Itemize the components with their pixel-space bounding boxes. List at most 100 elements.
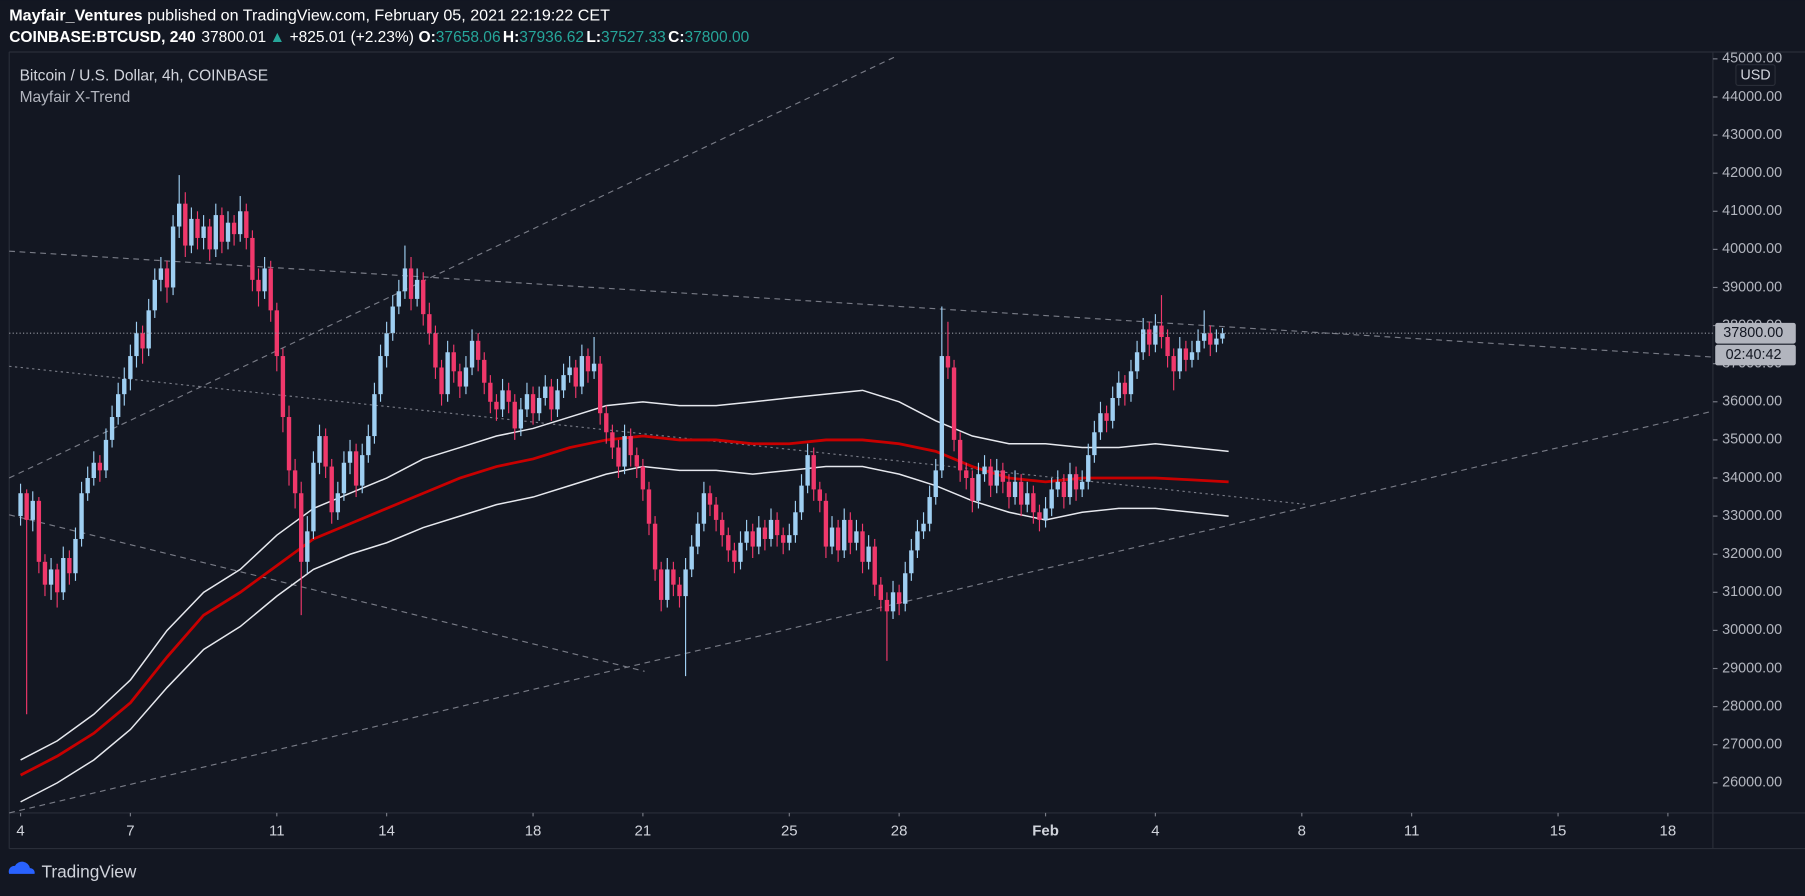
- trend-line: [8, 54, 899, 479]
- candle-body: [781, 535, 786, 543]
- x-tick-label: 28: [891, 822, 908, 839]
- candle-body: [18, 493, 23, 517]
- candle-body: [1031, 493, 1036, 513]
- candle-body: [305, 531, 310, 562]
- candle-body: [42, 561, 48, 585]
- candle-body: [256, 279, 261, 292]
- x-tick-label: 18: [525, 822, 542, 839]
- candle-body: [921, 523, 926, 532]
- candle-body: [177, 203, 182, 227]
- candle-body: [1153, 325, 1158, 345]
- candle-body: [854, 531, 859, 543]
- y-tick-label: 29000.00: [1722, 660, 1782, 676]
- candle-body: [543, 386, 548, 398]
- candle-body: [750, 531, 755, 547]
- candle-body: [817, 489, 823, 501]
- candle-body: [530, 394, 536, 414]
- x-trend-band: [20, 389, 1229, 761]
- candle-body: [878, 584, 884, 600]
- candle-body: [335, 493, 341, 513]
- candle-body: [231, 222, 237, 235]
- y-tick-label: 27000.00: [1722, 737, 1782, 753]
- high-value: 37936.62: [519, 29, 584, 46]
- candle-body: [469, 340, 475, 368]
- candle-body: [1025, 493, 1030, 505]
- y-tick-label: 40000.00: [1722, 241, 1782, 257]
- candle-body: [561, 375, 566, 391]
- currency-box: [1735, 64, 1776, 86]
- candle-body: [213, 215, 218, 250]
- candle-body: [67, 558, 72, 574]
- candle-body: [1012, 481, 1018, 498]
- candle-body: [604, 413, 609, 433]
- candle-body: [1189, 352, 1195, 360]
- x-tick-label: 18: [1660, 822, 1677, 839]
- x-tick-label: 4: [16, 822, 24, 839]
- candle-body: [24, 493, 29, 520]
- candle-body: [146, 310, 151, 349]
- up-arrow: ▲: [270, 29, 285, 46]
- candle-body: [250, 237, 255, 280]
- candle-body: [1067, 474, 1073, 498]
- trend-line: [9, 250, 1713, 358]
- high-label: H:: [503, 29, 519, 46]
- candle-body: [848, 519, 853, 543]
- candle-body: [238, 211, 243, 235]
- candle-body: [164, 268, 170, 288]
- candle-body: [244, 211, 249, 238]
- candle-body: [939, 356, 945, 471]
- candle-body: [536, 397, 542, 414]
- candle-body: [1165, 337, 1170, 357]
- x-tick-label: 7: [126, 822, 134, 839]
- candle-body: [976, 474, 981, 501]
- candle-body: [103, 439, 109, 471]
- candle-body: [744, 531, 749, 543]
- candle-body: [274, 310, 279, 357]
- candle-body: [1128, 371, 1134, 395]
- candle-body: [872, 546, 877, 585]
- candle-body: [591, 363, 597, 372]
- candle-body: [1116, 382, 1121, 398]
- x-tick-label: 8: [1298, 822, 1306, 839]
- brand: TradingView: [41, 861, 136, 881]
- candle-body: [1086, 455, 1091, 482]
- candle-body: [896, 592, 902, 604]
- candle-body: [823, 500, 829, 547]
- candle-body: [842, 519, 847, 551]
- publisher: Mayfair_Ventures: [9, 7, 142, 25]
- candle-body: [1098, 413, 1103, 433]
- candle-body: [317, 436, 322, 463]
- y-tick-label: 28000.00: [1722, 698, 1782, 714]
- price-label: 37800.00: [1723, 325, 1783, 341]
- candle-body: [109, 417, 115, 440]
- x-tick-label: 11: [269, 822, 285, 839]
- open-label: O:: [419, 29, 436, 46]
- candle-body: [726, 535, 731, 551]
- candle-body: [341, 462, 347, 494]
- candle-body: [671, 569, 676, 585]
- candle-body: [1134, 352, 1140, 372]
- candle-body: [122, 378, 127, 395]
- candle-body: [665, 569, 670, 600]
- candle-body: [170, 226, 176, 288]
- candle-body: [207, 226, 212, 250]
- candle-body: [982, 466, 987, 475]
- candle-body: [1159, 325, 1164, 338]
- candle-body: [457, 371, 463, 387]
- trend-line: [9, 514, 645, 672]
- candle-body: [85, 477, 90, 494]
- change: +825.01 (+2.23%): [290, 29, 414, 46]
- candle-body: [48, 569, 54, 585]
- publish-line: Mayfair_Ventures published on TradingView…: [9, 7, 610, 25]
- candle-body: [421, 279, 426, 315]
- y-tick-label: 33000.00: [1722, 508, 1782, 524]
- candle-body: [73, 538, 78, 574]
- candle-body: [1061, 481, 1067, 498]
- candle-body: [555, 390, 560, 410]
- candle-body: [402, 268, 408, 292]
- candle-body: [835, 527, 841, 551]
- candle-body: [677, 584, 682, 597]
- candle-body: [866, 546, 871, 562]
